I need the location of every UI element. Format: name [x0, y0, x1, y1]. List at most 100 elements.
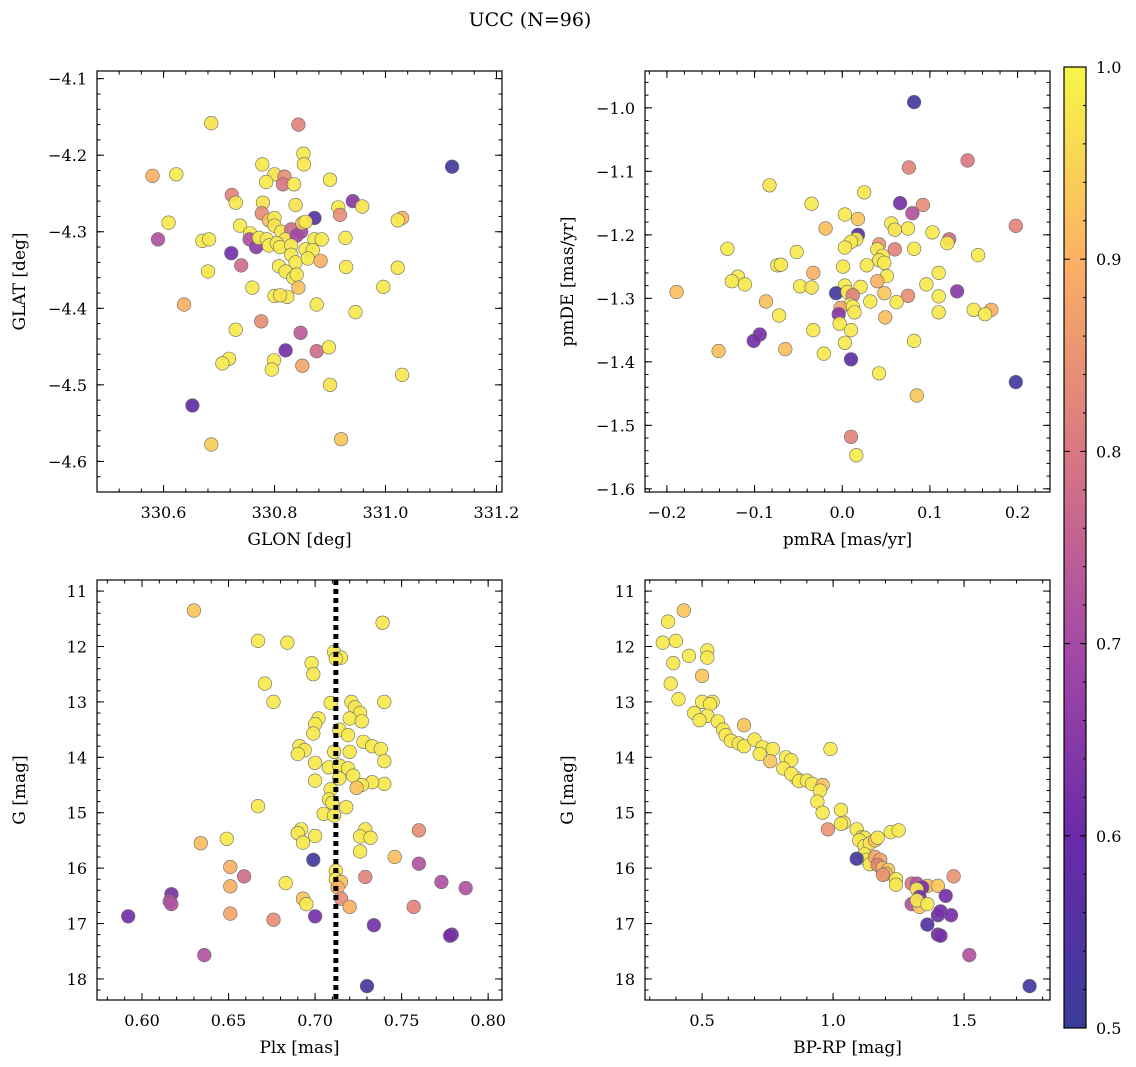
scatter-point	[702, 696, 718, 712]
scatter-point	[309, 297, 324, 312]
scatter-point	[224, 246, 239, 261]
scatter-point	[200, 264, 216, 279]
scatter-point	[765, 741, 780, 757]
scatter-point	[920, 896, 935, 912]
scatter-point	[373, 741, 388, 757]
scatter-point	[359, 978, 375, 994]
x-tick-label: 0.2	[1005, 503, 1030, 522]
scatter-point	[877, 255, 892, 270]
scatter-points	[655, 603, 1037, 994]
scatter-points	[145, 115, 460, 452]
scatter-point	[692, 713, 707, 728]
scatter-point	[219, 831, 234, 846]
y-axis-label: G [mag]	[558, 755, 578, 824]
scatter-point	[773, 257, 789, 272]
scatter-point	[837, 240, 853, 255]
scatter-point	[308, 773, 323, 788]
x-tick-label: −0.2	[647, 503, 686, 522]
scatter-point	[666, 655, 681, 671]
scatter-point	[377, 754, 392, 769]
scatter-point	[322, 377, 338, 392]
scatter-point	[752, 746, 767, 762]
y-tick-label: 12	[615, 637, 635, 656]
y-tick-label: −1.3	[596, 289, 635, 308]
y-axis-label: GLAT [deg]	[10, 232, 30, 330]
scatter-point	[737, 277, 753, 292]
scatter-point	[339, 259, 354, 275]
scatter-point	[891, 823, 906, 838]
scatter-point	[299, 896, 314, 912]
scatter-point	[280, 635, 295, 650]
scatter-point	[348, 305, 363, 320]
x-axis-label: Plx [mas]	[259, 1038, 339, 1058]
scatter-point	[663, 676, 678, 691]
scatter-points	[669, 94, 1023, 463]
y-tick-label: 12	[67, 637, 87, 656]
scatter-point	[278, 343, 293, 358]
scatter-point	[334, 432, 349, 447]
scatter-point	[900, 221, 916, 236]
scatter-point	[878, 310, 893, 325]
y-tick-label: 17	[615, 915, 635, 934]
scatter-point	[700, 650, 715, 665]
y-tick-label: 15	[67, 804, 87, 823]
scatter-point	[771, 308, 787, 323]
scatter-point	[762, 178, 777, 193]
scatter-point	[278, 875, 293, 891]
x-tick-label: 0.60	[124, 1011, 160, 1030]
scatter-point	[295, 358, 310, 373]
scatter-point	[887, 222, 902, 237]
x-tick-label: −0.1	[735, 503, 774, 522]
scatter-point	[169, 167, 184, 182]
scatter-point	[970, 248, 986, 263]
axes-frame	[96, 579, 503, 1001]
scatter-point	[443, 928, 458, 943]
scatter-point	[377, 776, 392, 792]
scatter-point	[949, 284, 965, 299]
scatter-point	[931, 289, 946, 304]
scatter-point	[920, 917, 935, 932]
scatter-point	[943, 908, 959, 923]
y-tick-label: 17	[67, 915, 87, 934]
scatter-point	[349, 780, 364, 795]
x-tick-label: 1.0	[820, 1011, 845, 1030]
scatter-point	[376, 279, 391, 295]
scatter-point	[849, 851, 864, 866]
scatter-point	[204, 115, 219, 131]
scatter-point	[233, 218, 248, 233]
scatter-point	[342, 744, 357, 759]
scatter-point	[237, 869, 252, 884]
y-tick-label: 18	[67, 970, 87, 989]
scatter-point	[395, 367, 410, 383]
colorbar-tick-label: 0.8	[1096, 442, 1121, 461]
scatter-point	[655, 635, 670, 650]
scatter-point	[308, 755, 323, 770]
scatter-point	[906, 94, 922, 110]
scatter-point	[778, 342, 793, 357]
scatter-point	[266, 912, 281, 927]
scatter-point	[906, 333, 922, 349]
scatter-point	[736, 718, 752, 733]
y-tick-label: 11	[67, 582, 87, 601]
colorbar-tick-label: 0.9	[1096, 250, 1121, 269]
x-axis-label: pmRA [mas/yr]	[783, 530, 912, 550]
x-tick-label: 331.0	[363, 503, 409, 522]
scatter-point	[121, 909, 136, 924]
scatter-point	[228, 322, 243, 337]
scatter-point	[758, 294, 774, 309]
scatter-point	[711, 343, 726, 359]
x-tick-label: 0.5	[689, 1011, 714, 1030]
scatter-point	[931, 265, 946, 281]
y-tick-label: 13	[615, 693, 635, 712]
x-tick-label: 330.6	[141, 503, 187, 522]
x-tick-label: 330.8	[252, 503, 298, 522]
x-tick-label: 0.0	[830, 503, 855, 522]
y-tick-label: −4.5	[48, 376, 87, 395]
colorbar-tick-label: 0.7	[1096, 635, 1121, 654]
scatter-point	[919, 277, 934, 292]
scatter-point	[669, 284, 684, 300]
y-tick-label: 14	[615, 748, 635, 767]
scatter-point	[837, 335, 853, 350]
scatter-point	[887, 242, 902, 257]
scatter-point	[185, 398, 200, 413]
